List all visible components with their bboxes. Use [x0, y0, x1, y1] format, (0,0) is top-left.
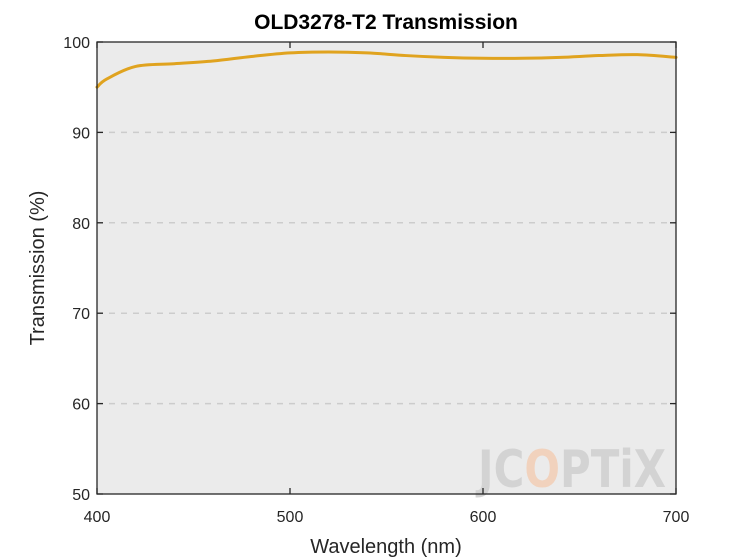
watermark-letter: O [524, 440, 560, 500]
y-tick-label: 90 [72, 125, 90, 142]
series-line [95, 50, 678, 89]
x-tick-label: 700 [663, 509, 690, 526]
y-tick-label: 80 [72, 216, 90, 233]
watermark-letter: P [560, 440, 591, 500]
chart-title: OLD3278-T2 Transmission [254, 11, 518, 34]
y-axis-label: Transmission (%) [27, 191, 49, 346]
watermark-logo: JCOPTiX [476, 440, 666, 500]
watermark-letter: X [634, 440, 666, 500]
x-tick-label: 500 [277, 509, 304, 526]
y-tick-label: 70 [72, 306, 90, 323]
y-tick-label: 50 [72, 487, 90, 504]
y-tick-label: 100 [63, 35, 90, 52]
tick-layer: 400 500 600 700 50 60 70 80 90 100 [63, 35, 689, 526]
x-tick-label: 400 [84, 509, 111, 526]
watermark-letter: i [619, 440, 633, 500]
plot-area [97, 42, 676, 494]
watermark-text: JCOPTiX [476, 440, 666, 500]
x-axis-label: Wavelength (nm) [310, 536, 462, 558]
watermark-letter: J [476, 440, 494, 500]
watermark-letter: C [494, 440, 525, 500]
y-tick-label: 60 [72, 397, 90, 414]
grid-layer [97, 131, 676, 405]
watermark-letter: T [591, 440, 620, 500]
series-layer [95, 50, 678, 89]
x-tick-label: 600 [470, 509, 497, 526]
plot-frame [96, 41, 677, 495]
